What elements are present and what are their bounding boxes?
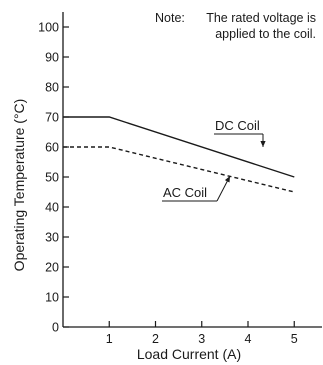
y-tick-label: 20 [45, 261, 59, 275]
x-axis-ticks: 1 2 3 4 5 [106, 321, 298, 346]
series-label-dc-coil: DC Coil [214, 118, 266, 147]
y-axis-ticks: 0 10 20 30 40 50 60 70 80 90 100 [38, 21, 69, 335]
note-prefix: Note: [155, 11, 185, 25]
y-tick-label: 80 [45, 81, 59, 95]
x-axis-title: Load Current (A) [137, 346, 241, 362]
x-tick-label: 3 [198, 332, 205, 346]
series-labels: DC Coil AC Coil [162, 118, 266, 201]
note-line-2: applied to the coil. [215, 27, 316, 41]
series-label-text: AC Coil [163, 185, 207, 200]
series-label-arrowhead [260, 141, 265, 147]
note: Note: The rated voltage is applied to th… [155, 11, 316, 41]
x-tick-label: 2 [152, 332, 159, 346]
y-tick-label: 30 [45, 231, 59, 245]
y-tick-label: 70 [45, 111, 59, 125]
x-tick-label: 4 [245, 332, 252, 346]
series-label-text: DC Coil [215, 118, 260, 133]
y-tick-label: 90 [45, 51, 59, 65]
y-tick-label: 10 [45, 291, 59, 305]
x-tick-label: 1 [106, 332, 113, 346]
y-axis-title: Operating Temperature (°C) [11, 99, 27, 272]
series-label-ac-coil: AC Coil [162, 176, 230, 201]
y-tick-label: 0 [52, 321, 59, 335]
y-tick-label: 40 [45, 201, 59, 215]
y-tick-label: 50 [45, 171, 59, 185]
y-tick-label: 100 [38, 21, 59, 35]
x-tick-label: 5 [291, 332, 298, 346]
note-line-1: The rated voltage is [206, 11, 316, 25]
y-tick-label: 60 [45, 141, 59, 155]
axes [63, 12, 322, 327]
